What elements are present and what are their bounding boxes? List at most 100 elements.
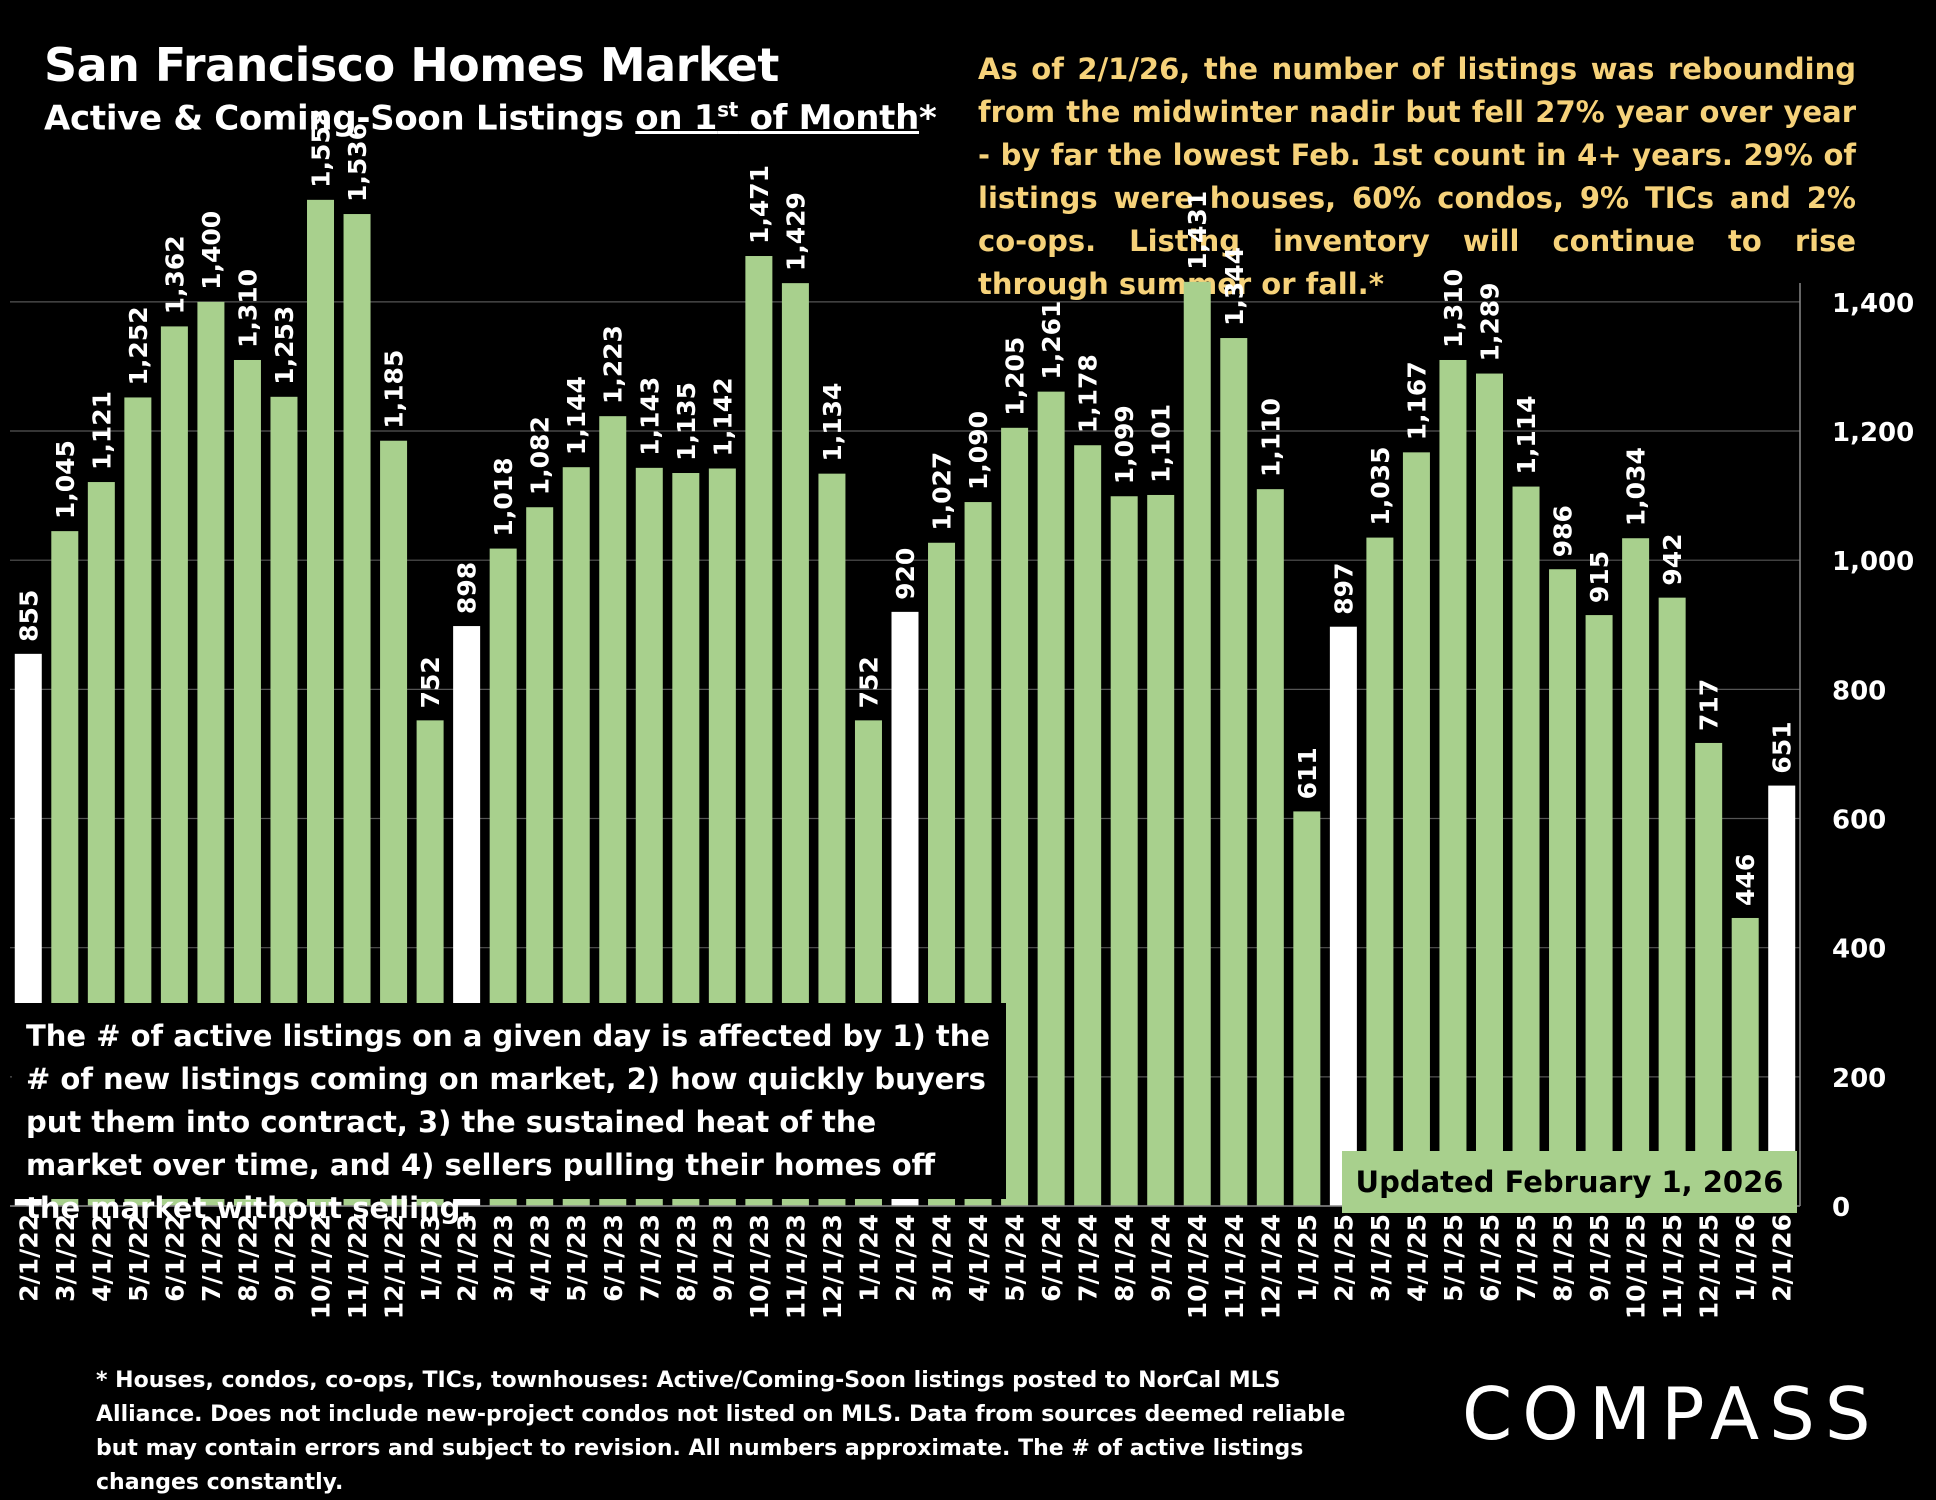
data-label: 1,114 xyxy=(1512,395,1541,474)
bar xyxy=(1366,537,1394,1206)
subtitle-underlined-a: on 1 xyxy=(635,98,718,139)
data-label: 1,178 xyxy=(1074,354,1103,433)
x-tick-label: 6/1/23 xyxy=(599,1214,628,1302)
x-tick-label: 1/1/23 xyxy=(416,1214,445,1302)
x-tick-label: 12/1/25 xyxy=(1695,1214,1724,1319)
data-label: 1,144 xyxy=(562,376,591,455)
updated-badge: Updated February 1, 2026 xyxy=(1342,1151,1797,1213)
x-tick-label: 10/1/23 xyxy=(745,1214,774,1319)
data-label: 1,035 xyxy=(1366,447,1395,526)
x-tick-label: 7/1/23 xyxy=(635,1214,664,1302)
data-label: 1,110 xyxy=(1256,398,1285,477)
bar xyxy=(1147,494,1175,1206)
x-tick-label: 5/1/22 xyxy=(124,1214,153,1302)
data-label: 1,536 xyxy=(343,123,372,202)
y-tick-label: 400 xyxy=(1832,935,1886,965)
data-label: 1,142 xyxy=(708,377,737,456)
data-label: 1,362 xyxy=(160,235,189,314)
data-label: 1,400 xyxy=(197,211,226,290)
data-label: 1,101 xyxy=(1147,404,1176,483)
x-tick-label: 3/1/23 xyxy=(489,1214,518,1302)
x-tick-label: 8/1/22 xyxy=(233,1214,262,1302)
x-tick-label: 2/1/25 xyxy=(1329,1214,1358,1302)
x-tick-label: 2/1/24 xyxy=(891,1214,920,1302)
data-label: 1,034 xyxy=(1622,447,1651,526)
data-label: 986 xyxy=(1549,505,1578,557)
subtitle-prefix: Active & Coming-Soon Listings xyxy=(44,98,636,139)
x-tick-label: 11/1/25 xyxy=(1658,1214,1687,1319)
x-tick-label: 12/1/22 xyxy=(380,1214,409,1319)
x-tick-label: 11/1/23 xyxy=(781,1214,810,1319)
data-label: 651 xyxy=(1768,721,1797,773)
y-tick-label: 1,200 xyxy=(1832,418,1914,448)
bar xyxy=(1037,391,1065,1206)
subtitle-sup: st xyxy=(717,98,739,122)
x-tick-label: 1/1/24 xyxy=(854,1214,883,1302)
x-tick-label: 5/1/24 xyxy=(1001,1214,1030,1302)
bar xyxy=(1329,626,1357,1206)
data-label: 1,429 xyxy=(781,192,810,271)
data-label: 1,134 xyxy=(818,383,847,462)
y-tick-label: 1,000 xyxy=(1832,547,1914,577)
data-label: 1,431 xyxy=(1183,191,1212,270)
x-tick-label: 3/1/24 xyxy=(928,1214,957,1302)
data-label: 1,261 xyxy=(1037,301,1066,380)
data-label: 446 xyxy=(1731,854,1760,906)
bar xyxy=(1220,338,1248,1206)
data-label: 915 xyxy=(1585,551,1614,603)
data-label: 1,082 xyxy=(526,416,555,495)
y-tick-label: 1,400 xyxy=(1832,289,1914,319)
x-tick-label: 4/1/23 xyxy=(526,1214,555,1302)
x-tick-label: 4/1/25 xyxy=(1402,1214,1431,1302)
x-tick-label: 5/1/23 xyxy=(562,1214,591,1302)
explanation-note: The # of active listings on a given day … xyxy=(12,1003,1006,1225)
x-tick-label: 7/1/22 xyxy=(197,1214,226,1302)
data-label: 1,310 xyxy=(233,269,262,348)
data-label: 717 xyxy=(1695,679,1724,731)
x-tick-label: 6/1/24 xyxy=(1037,1214,1066,1302)
x-tick-label: 1/1/26 xyxy=(1731,1214,1760,1302)
x-tick-label: 10/1/24 xyxy=(1183,1214,1212,1319)
summary-note: As of 2/1/26, the number of listings was… xyxy=(978,52,1856,301)
bar xyxy=(1512,486,1540,1206)
data-label: 752 xyxy=(854,656,883,708)
bar xyxy=(1074,445,1102,1206)
data-label: 1,471 xyxy=(745,165,774,244)
x-tick-label: 7/1/25 xyxy=(1512,1214,1541,1302)
compass-logo: COMPASS xyxy=(1462,1372,1881,1456)
bar xyxy=(1549,569,1577,1206)
x-tick-label: 4/1/22 xyxy=(87,1214,116,1302)
bar xyxy=(1402,452,1430,1206)
bar xyxy=(1695,742,1723,1206)
x-tick-label: 6/1/25 xyxy=(1475,1214,1504,1302)
data-label: 1,185 xyxy=(380,350,409,429)
data-label: 1,027 xyxy=(928,452,957,531)
data-label: 1,289 xyxy=(1475,282,1504,361)
x-tick-label: 3/1/25 xyxy=(1366,1214,1395,1302)
bar xyxy=(1475,373,1503,1206)
data-label: 1,253 xyxy=(270,306,299,385)
chart-subtitle: Active & Coming-Soon Listings on 1st of … xyxy=(44,98,937,138)
data-label: 1,045 xyxy=(51,440,80,519)
x-tick-label: 1/1/25 xyxy=(1293,1214,1322,1302)
x-tick-label: 11/1/22 xyxy=(343,1214,372,1319)
data-label: 1,558 xyxy=(307,109,336,188)
data-label: 942 xyxy=(1658,533,1687,585)
bar xyxy=(1256,489,1284,1206)
data-label: 855 xyxy=(14,590,43,642)
x-tick-label: 2/1/23 xyxy=(453,1214,482,1302)
x-tick-label: 10/1/22 xyxy=(307,1214,336,1319)
x-tick-label: 9/1/25 xyxy=(1585,1214,1614,1302)
data-label: 1,135 xyxy=(672,382,701,461)
x-tick-label: 8/1/23 xyxy=(672,1214,701,1302)
x-tick-label: 9/1/23 xyxy=(708,1214,737,1302)
bar xyxy=(1622,538,1650,1206)
data-label: 1,223 xyxy=(599,325,628,404)
x-tick-label: 5/1/25 xyxy=(1439,1214,1468,1302)
x-tick-label: 9/1/22 xyxy=(270,1214,299,1302)
data-label: 611 xyxy=(1293,747,1322,799)
data-label: 1,344 xyxy=(1220,247,1249,326)
data-label: 1,205 xyxy=(1001,337,1030,416)
bar xyxy=(1293,811,1321,1206)
